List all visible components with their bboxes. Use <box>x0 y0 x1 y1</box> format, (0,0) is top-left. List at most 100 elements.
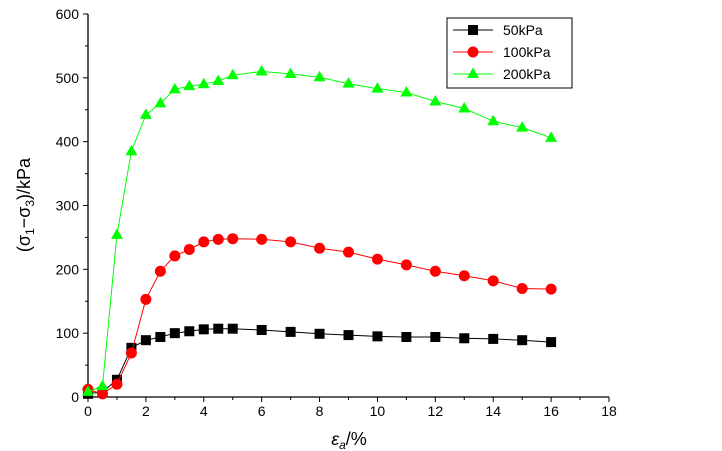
y-tick-label: 500 <box>56 70 80 86</box>
data-point-200kpa <box>82 385 94 396</box>
y-tick-label: 400 <box>56 134 80 150</box>
data-point-100kpa <box>487 275 499 287</box>
data-point-50kpa <box>256 324 267 335</box>
y-tick-label: 600 <box>56 6 80 22</box>
y-axis-title-sub1: 1 <box>23 228 37 235</box>
x-axis-title-main: ε <box>331 429 340 449</box>
data-point-100kpa <box>545 283 557 295</box>
x-tick-label: 8 <box>316 403 324 419</box>
series-line-200kpa <box>87 70 552 393</box>
data-point-200kpa <box>255 64 268 76</box>
data-point-100kpa <box>169 250 181 262</box>
data-point-100kpa <box>516 282 528 294</box>
data-point-200kpa <box>313 70 326 82</box>
x-axis-title-sub: a <box>339 438 346 451</box>
data-point-100kpa <box>285 236 297 248</box>
data-point-50kpa <box>430 331 441 342</box>
y-tick-label: 0 <box>71 389 79 405</box>
data-point-100kpa <box>400 259 412 271</box>
data-point-50kpa <box>213 323 224 334</box>
data-point-100kpa <box>154 265 166 277</box>
data-point-100kpa <box>371 253 383 265</box>
data-point-100kpa <box>458 270 470 282</box>
data-point-200kpa <box>197 77 210 89</box>
data-point-50kpa <box>285 326 296 337</box>
data-point-100kpa <box>111 378 123 390</box>
legend-label-100kpa: 100kPa <box>503 44 551 60</box>
data-point-200kpa <box>400 86 413 97</box>
data-point-100kpa <box>183 244 195 256</box>
data-point-50kpa <box>517 335 528 346</box>
x-axis-title: εa/% <box>331 429 367 451</box>
data-point-50kpa <box>198 324 209 335</box>
y-tick-label: 200 <box>56 261 80 277</box>
series-layer <box>82 64 558 400</box>
y-axis-ticks: 0 100 200 300 400 500 600 <box>56 6 88 405</box>
series-line-50kpa <box>87 328 552 395</box>
x-tick-label: 12 <box>428 403 444 419</box>
data-point-200kpa <box>487 114 500 126</box>
data-point-100kpa <box>343 246 354 258</box>
legend-entry-200kpa: 200kPa <box>453 66 551 82</box>
data-point-200kpa <box>125 144 138 156</box>
y-axis-title-dash: −σ <box>14 207 34 229</box>
data-point-200kpa <box>139 108 152 119</box>
data-point-200kpa <box>458 101 471 113</box>
x-tick-label: 4 <box>200 403 208 419</box>
y-axis-title-rest: )/kPa <box>14 157 34 200</box>
x-tick-label: 10 <box>370 403 386 419</box>
data-point-100kpa <box>198 236 210 248</box>
data-point-50kpa <box>401 331 412 342</box>
data-point-50kpa <box>155 331 166 342</box>
x-tick-label: 2 <box>142 403 150 419</box>
data-point-100kpa <box>429 265 441 277</box>
data-point-200kpa <box>371 82 384 93</box>
series-50kpa <box>83 323 557 399</box>
legend: 50kPa 100kPa 200kPa <box>446 17 573 89</box>
data-point-50kpa <box>459 333 470 344</box>
data-point-50kpa <box>314 328 325 339</box>
data-point-200kpa <box>545 131 558 142</box>
legend-entry-50kpa: 50kPa <box>453 22 543 38</box>
data-point-50kpa <box>546 337 557 348</box>
data-point-50kpa <box>140 335 151 346</box>
data-point-50kpa <box>372 331 383 342</box>
x-tick-label: 18 <box>601 403 617 419</box>
data-point-100kpa <box>256 233 268 245</box>
legend-marker-200kpa <box>467 67 479 78</box>
data-point-50kpa <box>184 326 195 337</box>
data-point-200kpa <box>284 67 297 79</box>
data-point-100kpa <box>96 388 108 400</box>
data-point-200kpa <box>183 79 196 91</box>
data-point-200kpa <box>110 228 123 239</box>
data-point-50kpa <box>169 328 180 339</box>
data-point-200kpa <box>516 121 529 132</box>
data-point-50kpa <box>343 330 354 341</box>
data-point-100kpa <box>125 347 137 359</box>
data-point-100kpa <box>212 233 224 245</box>
x-axis-title-rest: /% <box>346 429 367 449</box>
legend-label-50kpa: 50kPa <box>503 22 543 38</box>
data-point-100kpa <box>314 242 326 254</box>
data-point-200kpa <box>212 74 225 86</box>
x-tick-label: 6 <box>258 403 266 419</box>
data-point-200kpa <box>226 68 239 80</box>
data-point-50kpa <box>488 333 499 344</box>
data-point-200kpa <box>168 82 181 94</box>
data-point-100kpa <box>227 233 239 245</box>
y-axis-title: (σ1−σ3)/kPa <box>14 157 37 252</box>
data-point-200kpa <box>342 77 355 88</box>
y-tick-label: 300 <box>56 198 80 214</box>
legend-entry-100kpa: 100kPa <box>453 44 551 60</box>
data-point-100kpa <box>140 293 152 305</box>
series-line-100kpa <box>87 238 552 395</box>
data-point-200kpa <box>96 379 109 391</box>
y-axis-title-sub3: 3 <box>23 200 37 207</box>
series-200kpa <box>82 64 558 396</box>
legend-label-200kpa: 200kPa <box>503 66 551 82</box>
data-point-50kpa <box>227 323 238 334</box>
legend-marker-100kpa <box>467 46 479 58</box>
y-tick-label: 100 <box>56 325 80 341</box>
legend-marker-50kpa <box>468 25 478 35</box>
